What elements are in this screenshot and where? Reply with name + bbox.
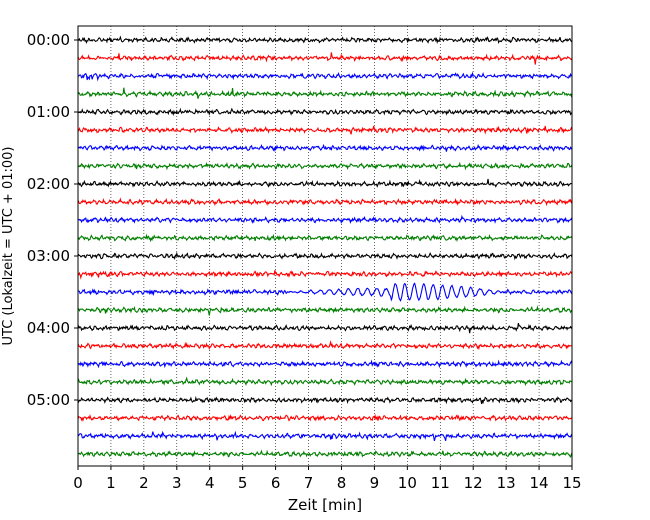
x-axis-ticks: 0 1 2 3 4 5 6 7 8 9 10 11 12 13 14 15 [73, 466, 582, 492]
trace-line [77, 430, 573, 442]
x-tick-label: 5 [238, 474, 248, 492]
y-tick-label: 00:00 [27, 31, 70, 49]
trace-line [77, 413, 573, 423]
plot-frame [77, 25, 573, 467]
x-tick-label: 3 [172, 474, 182, 492]
trace-line [77, 197, 573, 207]
trace-line [77, 449, 573, 458]
x-tick-label: 7 [304, 474, 314, 492]
trace-line [77, 359, 573, 369]
y-tick-label: 05:00 [27, 391, 70, 409]
trace-line [77, 87, 573, 99]
x-tick-label: 12 [464, 474, 483, 492]
y-tick-label: 02:00 [27, 175, 70, 193]
x-tick-label: 1 [106, 474, 116, 492]
x-tick-label: 0 [73, 474, 83, 492]
x-tick-label: 6 [271, 474, 281, 492]
trace-line [77, 52, 573, 65]
trace-line [77, 125, 573, 135]
trace-line [77, 214, 573, 225]
trace-line [77, 178, 573, 188]
trace-line [77, 282, 573, 302]
vertical-grid [110, 26, 540, 466]
trace-line [77, 305, 573, 316]
x-tick-label: 11 [431, 474, 450, 492]
trace-line [77, 161, 573, 171]
trace-line [77, 395, 573, 405]
trace-line [77, 251, 573, 261]
trace-line [77, 340, 573, 351]
x-tick-label: 15 [562, 474, 581, 492]
trace-line [77, 233, 573, 243]
y-tick-label: 01:00 [27, 103, 70, 121]
x-tick-label: 9 [370, 474, 380, 492]
traces [77, 35, 573, 458]
y-axis-ticks: 00:00 01:00 02:00 03:00 04:00 05:00 [27, 31, 78, 409]
trace-line [77, 107, 573, 117]
y-tick-label: 04:00 [27, 319, 70, 337]
y-axis-label: UTC (Lokalzeit = UTC + 01:00) [1, 147, 16, 346]
x-tick-label: 2 [139, 474, 149, 492]
x-tick-label: 14 [530, 474, 549, 492]
x-axis-label: Zeit [min] [288, 496, 362, 514]
x-tick-label: 10 [398, 474, 417, 492]
trace-line [77, 376, 573, 387]
x-tick-label: 13 [497, 474, 516, 492]
trace-line [77, 35, 573, 45]
x-tick-label: 4 [205, 474, 215, 492]
x-tick-label: 8 [337, 474, 347, 492]
trace-line [77, 71, 573, 82]
y-tick-label: 03:00 [27, 247, 70, 265]
trace-line [77, 270, 573, 280]
trace-line [77, 322, 573, 334]
trace-line [77, 143, 573, 153]
